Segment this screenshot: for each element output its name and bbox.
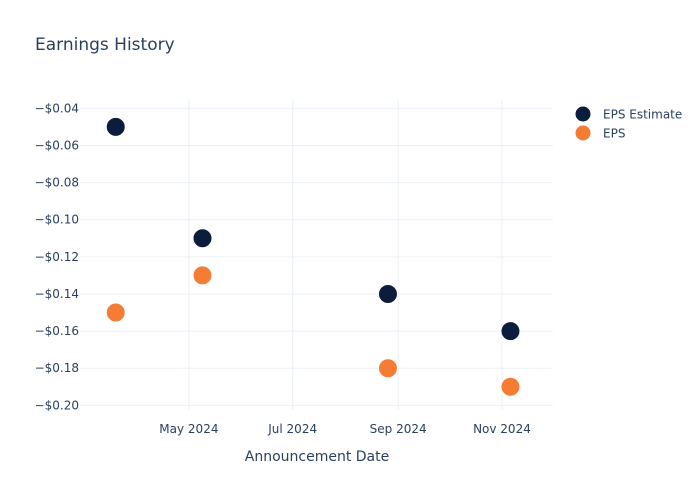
x-axis-title: Announcement Date [245,449,389,465]
y-tick-label: −$0.10 [35,213,79,227]
legend-item-eps-estimate[interactable]: EPS Estimate [574,105,682,123]
legend-item-eps[interactable]: EPS [574,124,625,142]
legend-label: EPS [603,127,625,141]
y-tick-label: −$0.20 [35,398,79,412]
legend-marker [574,105,592,123]
chart-title: Earnings History [35,35,175,55]
y-axis-ticks: −$0.04 −$0.06 −$0.08 −$0.10 −$0.12 −$0.14 −$0.… [35,101,79,412]
legend-marker [574,124,592,142]
eps-point[interactable] [500,376,521,397]
legend-label: EPS Estimate [603,108,682,122]
y-tick-label: −$0.18 [35,361,79,375]
y-tick-label: −$0.16 [35,324,79,338]
eps-point[interactable] [377,358,398,379]
y-tick-label: −$0.04 [35,101,79,115]
x-tick-label: Jul 2024 [267,422,317,436]
y-tick-label: −$0.14 [35,287,79,301]
x-tick-label: Nov 2024 [473,422,531,436]
y-tick-label: −$0.06 [35,138,79,152]
y-tick-label: −$0.12 [35,250,79,264]
eps-point[interactable] [105,302,126,323]
x-tick-label: May 2024 [159,422,218,436]
legend[interactable]: EPS Estimate EPS [574,105,682,142]
x-axis-ticks: May 2024 Jul 2024 Sep 2024 Nov 2024 [159,422,531,436]
eps-estimate-point[interactable] [377,283,398,304]
y-tick-label: −$0.08 [35,176,79,190]
grid [80,100,553,410]
x-tick-label: Sep 2024 [370,422,427,436]
eps-estimate-point[interactable] [192,228,213,249]
eps-estimate-point[interactable] [105,116,126,137]
eps-estimate-point[interactable] [500,321,521,342]
data-points [105,116,521,397]
eps-point[interactable] [192,265,213,286]
